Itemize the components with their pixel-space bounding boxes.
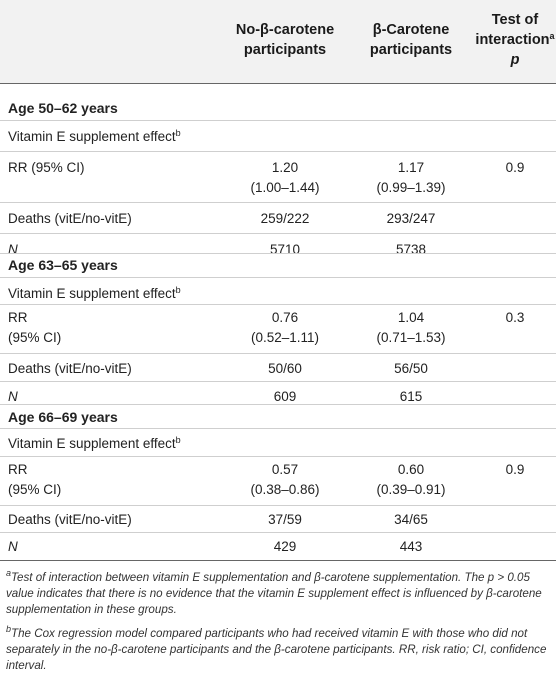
- rr-ci: (0.38–0.86): [250, 482, 320, 497]
- deaths-no-beta-carotene: 50/60: [268, 361, 302, 376]
- n-label: N: [8, 389, 18, 404]
- rr-label: RR (95% CI): [8, 460, 61, 500]
- effect-label-text: Vitamin E supplement effect: [8, 129, 176, 144]
- header-col2-line1: β-Carotene: [372, 22, 450, 38]
- row-divider: [0, 151, 556, 152]
- footnote-a-text: Test of interaction between vitamin E su…: [6, 571, 542, 616]
- rr-ci: (0.99–1.39): [376, 180, 446, 195]
- row-divider: [0, 381, 556, 382]
- footnote-marker-a: a: [549, 31, 555, 41]
- table-bottom-rule: [0, 560, 556, 561]
- header-col2-line2: participants: [369, 42, 453, 58]
- rr-value: 0.57: [271, 462, 299, 477]
- row-divider: [0, 120, 556, 121]
- n-no-beta-carotene: 609: [273, 389, 297, 404]
- row-divider: [0, 253, 556, 254]
- rr-no-beta-carotene: 0.76 (0.52–1.11): [220, 308, 350, 348]
- rr-label-line2: (95% CI): [8, 330, 62, 345]
- header-col3-text: interaction: [475, 32, 550, 48]
- header-col1-line2: participants: [243, 42, 327, 58]
- effect-label: Vitamin E supplement effectb: [8, 434, 181, 454]
- row-divider: [0, 456, 556, 457]
- rr-value: 1.20: [271, 160, 299, 175]
- row-divider: [0, 404, 556, 405]
- rr-value: 0.60: [397, 462, 425, 477]
- footnote-b: bThe Cox regression model compared parti…: [6, 624, 554, 674]
- rr-beta-carotene: 1.17 (0.99–1.39): [352, 158, 470, 198]
- rr-label-line2: (95% CI): [8, 482, 62, 497]
- rr-label: RR (95% CI): [8, 160, 85, 175]
- deaths-beta-carotene: 293/247: [386, 211, 436, 226]
- rr-ci: (0.71–1.53): [376, 330, 446, 345]
- rr-beta-carotene: 0.60 (0.39–0.91): [352, 460, 470, 500]
- row-divider: [0, 233, 556, 234]
- group-title: Age 66–69 years: [8, 409, 118, 425]
- row-divider: [0, 202, 556, 203]
- rr-no-beta-carotene: 1.20 (1.00–1.44): [220, 158, 350, 198]
- deaths-label: Deaths (vitE/no-vitE): [8, 361, 132, 376]
- rr-beta-carotene: 1.04 (0.71–1.53): [352, 308, 470, 348]
- header-beta-carotene: β-Carotene participants: [352, 20, 470, 60]
- header-col1-line1: No-β-carotene: [235, 22, 335, 38]
- deaths-label: Deaths (vitE/no-vitE): [8, 211, 132, 226]
- p-value: 0.9: [505, 160, 525, 175]
- rr-value: 1.04: [397, 310, 425, 325]
- p-value: 0.3: [505, 310, 525, 325]
- header-col3-p: p: [510, 52, 520, 68]
- footnote-b-text: The Cox regression model compared partic…: [6, 627, 547, 672]
- effect-label-text: Vitamin E supplement effect: [8, 436, 176, 451]
- table-header: No-β-carotene participants β-Carotene pa…: [0, 0, 556, 84]
- row-divider: [0, 505, 556, 506]
- row-divider: [0, 353, 556, 354]
- header-no-beta-carotene: No-β-carotene participants: [220, 20, 350, 60]
- n-no-beta-carotene: 5710: [269, 242, 301, 257]
- footnote-marker-b: b: [175, 285, 181, 295]
- rr-label-line1: RR: [8, 310, 28, 325]
- p-value: 0.9: [505, 462, 525, 477]
- row-divider: [0, 304, 556, 305]
- rr-ci: (0.52–1.11): [250, 330, 320, 345]
- deaths-no-beta-carotene: 259/222: [260, 211, 310, 226]
- footnote-marker-b: b: [175, 435, 181, 445]
- row-divider: [0, 277, 556, 278]
- footnote-a-marker: a: [6, 568, 12, 578]
- group-title: Age 63–65 years: [8, 257, 118, 273]
- n-label: N: [8, 242, 18, 257]
- rr-no-beta-carotene: 0.57 (0.38–0.86): [220, 460, 350, 500]
- deaths-beta-carotene: 34/65: [394, 512, 428, 527]
- row-divider: [0, 532, 556, 533]
- rr-label: RR (95% CI): [8, 308, 61, 348]
- n-no-beta-carotene: 429: [273, 539, 297, 554]
- row-divider: [0, 428, 556, 429]
- deaths-label: Deaths (vitE/no-vitE): [8, 512, 132, 527]
- group-title: Age 50–62 years: [8, 100, 118, 116]
- n-beta-carotene: 615: [399, 389, 423, 404]
- header-test-of-interaction: Test of interactiona p: [474, 10, 556, 70]
- n-beta-carotene: 443: [399, 539, 423, 554]
- rr-ci: (0.39–0.91): [376, 482, 446, 497]
- deaths-beta-carotene: 56/50: [394, 361, 428, 376]
- rr-label-line1: RR: [8, 462, 28, 477]
- footnote-b-marker: b: [6, 624, 12, 634]
- rr-value: 1.17: [397, 160, 425, 175]
- footnote-marker-b: b: [175, 128, 181, 138]
- rr-ci: (1.00–1.44): [250, 180, 320, 195]
- n-beta-carotene: 5738: [395, 242, 427, 257]
- effect-label-text: Vitamin E supplement effect: [8, 286, 176, 301]
- n-label: N: [8, 539, 18, 554]
- effect-label: Vitamin E supplement effectb: [8, 127, 181, 147]
- effect-label: Vitamin E supplement effectb: [8, 284, 181, 304]
- header-col3-line1: Test of: [491, 12, 539, 28]
- header-col3-line2: interactiona: [474, 30, 556, 50]
- rr-value: 0.76: [271, 310, 299, 325]
- deaths-no-beta-carotene: 37/59: [268, 512, 302, 527]
- footnote-a: aTest of interaction between vitamin E s…: [6, 568, 554, 618]
